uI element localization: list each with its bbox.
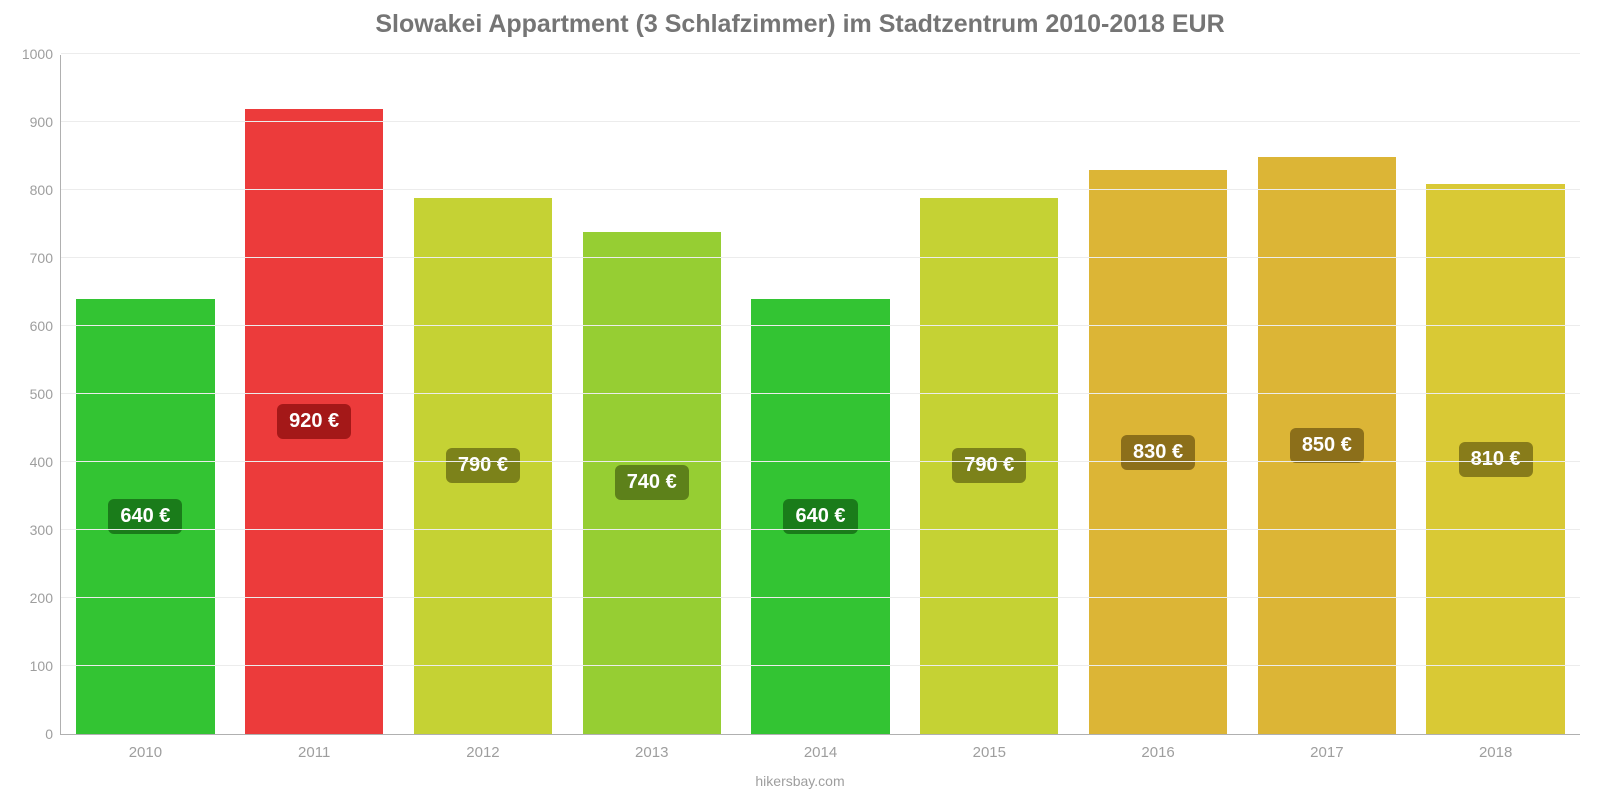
chart-title: Slowakei Appartment (3 Schlafzimmer) im … [0,10,1600,39]
bars-row: 640 €2010920 €2011790 €2012740 €2013640 … [61,55,1580,734]
gridline [61,325,1580,326]
plot-area: 640 €2010920 €2011790 €2012740 €2013640 … [60,55,1580,735]
x-tick-label: 2012 [399,744,568,761]
gridline [61,189,1580,190]
value-badge: 790 € [952,448,1026,483]
x-tick-label: 2018 [1411,744,1580,761]
bar-slot: 790 €2015 [905,55,1074,734]
bar: 810 € [1426,184,1564,734]
y-tick-label: 900 [30,114,53,130]
y-tick-label: 700 [30,250,53,266]
gridline [61,665,1580,666]
y-tick-label: 1000 [22,46,53,62]
value-badge: 810 € [1459,442,1533,477]
x-tick-label: 2015 [905,744,1074,761]
bar: 850 € [1258,157,1396,734]
y-tick-label: 800 [30,182,53,198]
bar-slot: 920 €2011 [230,55,399,734]
y-tick-label: 600 [30,318,53,334]
value-badge: 790 € [446,448,520,483]
chart-container: Slowakei Appartment (3 Schlafzimmer) im … [0,0,1600,800]
bar: 830 € [1089,170,1227,734]
bar: 640 € [751,299,889,734]
bar: 640 € [76,299,214,734]
gridline [61,461,1580,462]
x-tick-label: 2014 [736,744,905,761]
bar: 790 € [920,198,1058,734]
gridline [61,529,1580,530]
bar-slot: 640 €2014 [736,55,905,734]
value-badge: 850 € [1290,428,1364,463]
x-tick-label: 2017 [1242,744,1411,761]
bar-slot: 640 €2010 [61,55,230,734]
source-label: hikersbay.com [0,773,1600,789]
gridline [61,257,1580,258]
bar: 740 € [583,232,721,734]
value-badge: 830 € [1121,435,1195,470]
y-tick-label: 500 [30,386,53,402]
bar-slot: 850 €2017 [1242,55,1411,734]
value-badge: 920 € [277,404,351,439]
x-tick-label: 2016 [1074,744,1243,761]
bar: 920 € [245,109,383,734]
x-tick-label: 2010 [61,744,230,761]
y-tick-label: 400 [30,454,53,470]
x-tick-label: 2013 [567,744,736,761]
y-tick-label: 300 [30,522,53,538]
value-badge: 740 € [615,465,689,500]
y-tick-label: 200 [30,590,53,606]
gridline [61,53,1580,54]
bar: 790 € [414,198,552,734]
bar-slot: 740 €2013 [567,55,736,734]
bar-slot: 810 €2018 [1411,55,1580,734]
bar-slot: 790 €2012 [399,55,568,734]
gridline [61,597,1580,598]
gridline [61,121,1580,122]
x-tick-label: 2011 [230,744,399,761]
gridline [61,393,1580,394]
y-tick-label: 0 [45,726,53,742]
y-tick-label: 100 [30,658,53,674]
bar-slot: 830 €2016 [1074,55,1243,734]
